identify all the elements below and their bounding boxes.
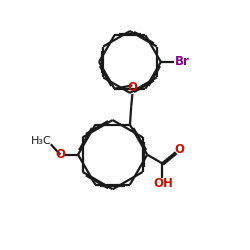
Text: O: O bbox=[55, 148, 65, 161]
Text: O: O bbox=[174, 143, 184, 156]
Text: H₃C: H₃C bbox=[31, 136, 52, 146]
Text: O: O bbox=[128, 81, 138, 94]
Text: OH: OH bbox=[154, 176, 173, 190]
Text: Br: Br bbox=[175, 56, 190, 68]
